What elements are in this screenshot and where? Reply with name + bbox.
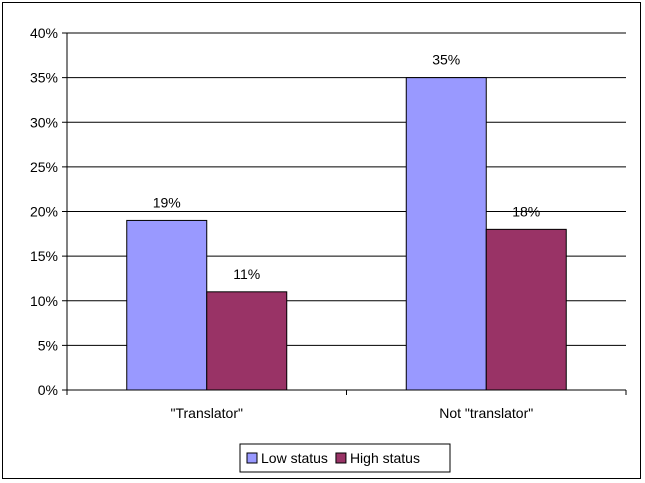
- bar-data-label: 19%: [153, 194, 181, 210]
- x-axis-ticks: [66, 390, 627, 395]
- y-tick-label: 15%: [30, 248, 58, 264]
- y-tick-label: 25%: [30, 159, 58, 175]
- x-axis-category-labels: "Translator" Not "translator": [171, 405, 534, 421]
- legend-label: Low status: [261, 450, 328, 466]
- y-tick-label: 0%: [38, 382, 58, 398]
- y-tick-label: 20%: [30, 204, 58, 220]
- legend-swatch: [335, 452, 347, 464]
- bar-data-label: 18%: [512, 203, 540, 219]
- bar: [126, 219, 208, 391]
- bar: [485, 228, 567, 391]
- y-tick-label: 30%: [30, 114, 58, 130]
- x-category-label: "Translator": [171, 405, 243, 421]
- y-tick-label: 35%: [30, 70, 58, 86]
- legend-swatch: [246, 452, 258, 464]
- bars: [126, 77, 567, 391]
- legend: Low status High status: [239, 443, 451, 473]
- bar: [206, 291, 288, 391]
- bar-data-label: 35%: [432, 52, 460, 68]
- bar: [405, 77, 487, 391]
- y-tick-label: 40%: [30, 25, 58, 41]
- y-tick-label: 10%: [30, 293, 58, 309]
- data-labels: 19% 11% 35% 18%: [153, 52, 541, 282]
- x-category-label: Not "translator": [439, 405, 533, 421]
- y-axis-tick-labels: 0% 5% 10% 15% 20% 25% 30% 35% 40%: [30, 25, 67, 398]
- y-tick-label: 5%: [38, 337, 58, 353]
- legend-label: High status: [350, 450, 420, 466]
- bar-data-label: 11%: [233, 266, 260, 282]
